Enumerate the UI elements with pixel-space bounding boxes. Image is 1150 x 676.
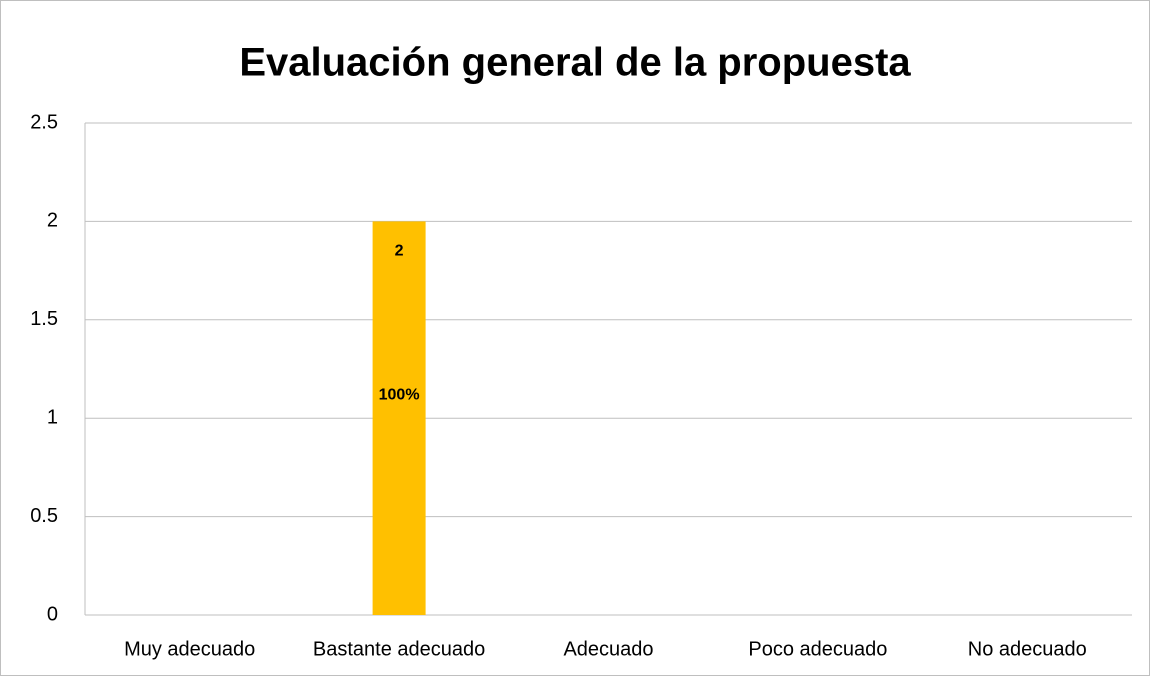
x-tick-label: Poco adecuado bbox=[748, 638, 887, 660]
y-tick-label: 2.5 bbox=[30, 111, 58, 133]
x-tick-label: Bastante adecuado bbox=[313, 638, 485, 660]
y-tick-label: 2 bbox=[47, 210, 58, 232]
x-tick-label: Muy adecuado bbox=[124, 638, 255, 660]
chart-title: Evaluación general de la propuesta bbox=[239, 41, 911, 85]
y-tick-label: 0 bbox=[47, 603, 58, 625]
y-tick-label: 0.5 bbox=[30, 505, 58, 527]
bar bbox=[372, 221, 426, 615]
percentage-label: 100% bbox=[379, 386, 420, 403]
value-label: 2 bbox=[395, 243, 404, 260]
x-tick-label: No adecuado bbox=[968, 638, 1087, 660]
y-tick-label: 1 bbox=[47, 406, 58, 428]
y-tick-label: 1.5 bbox=[30, 308, 58, 330]
x-tick-label: Adecuado bbox=[563, 638, 653, 660]
